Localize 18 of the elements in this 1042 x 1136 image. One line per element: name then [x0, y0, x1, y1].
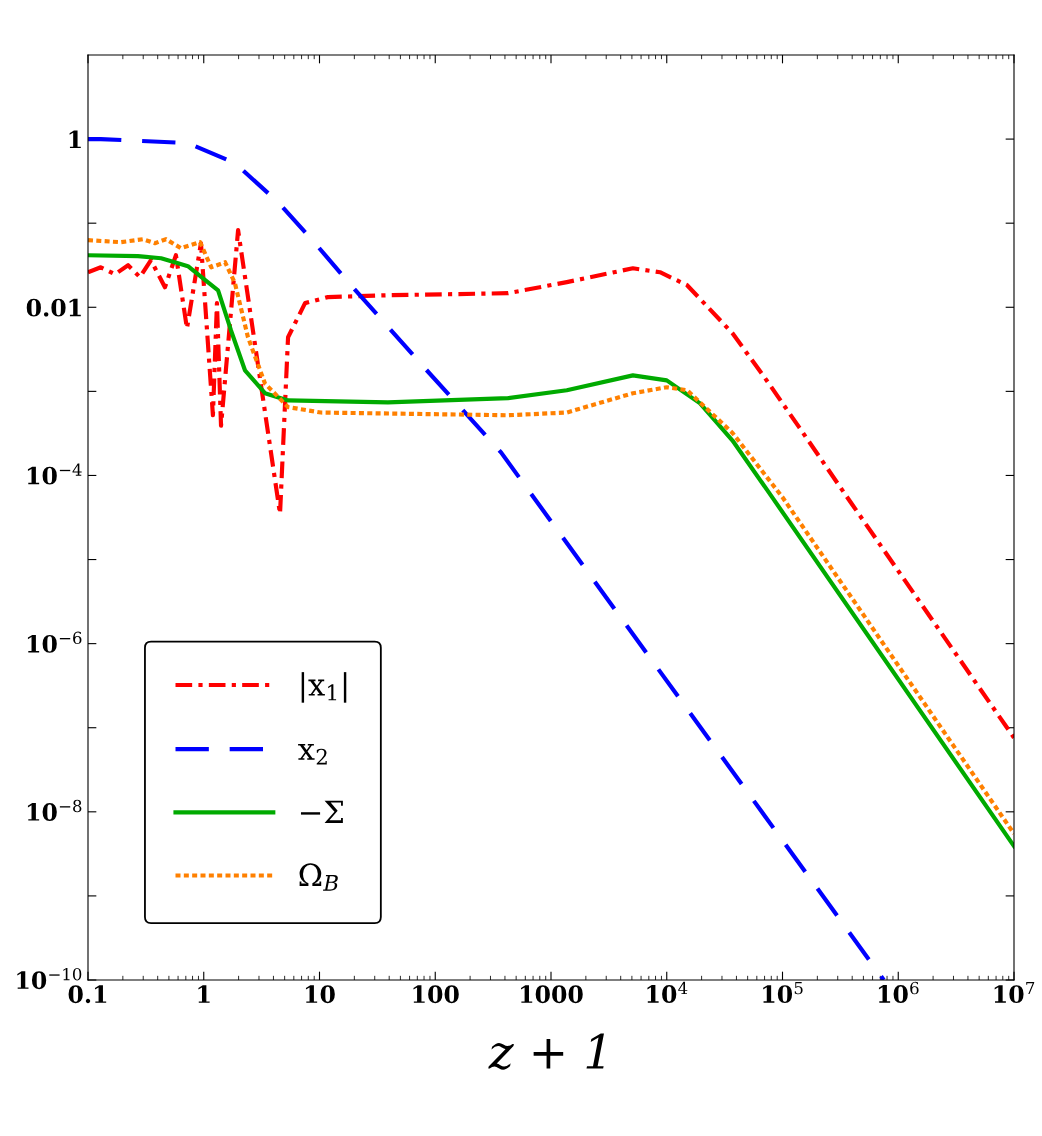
x-tick-label: 100 [413, 985, 459, 1004]
legend-label: x$_{2}$ [298, 743, 327, 765]
y-tick-label: 10$^{−8}$ [27, 799, 82, 821]
y-tick-label: 10$^{−4}$ [27, 463, 82, 485]
x-tick-label: 1 [198, 985, 210, 1003]
x-tick-label: 10$^{6}$ [878, 981, 919, 1003]
x-tick-label: 10$^{7}$ [994, 982, 1035, 1003]
legend-label: |x$_{1}$| [301, 672, 347, 703]
x-tick-label: 10 [305, 985, 335, 1004]
x-tick-label: 10$^{5}$ [763, 982, 803, 1003]
legend-label: −Σ [300, 800, 343, 823]
y-tick-label: 10$^{−6}$ [27, 631, 82, 653]
legend-label: Ω$_{B}$ [299, 863, 338, 891]
y-tick-label: 0.01 [26, 298, 81, 317]
x-tick-label: 1000 [521, 985, 583, 1004]
y-tick-label: 1 [69, 130, 81, 149]
x-tick-label: 10$^{4}$ [647, 981, 688, 1003]
x-axis-title: z + 1 [488, 1033, 604, 1070]
